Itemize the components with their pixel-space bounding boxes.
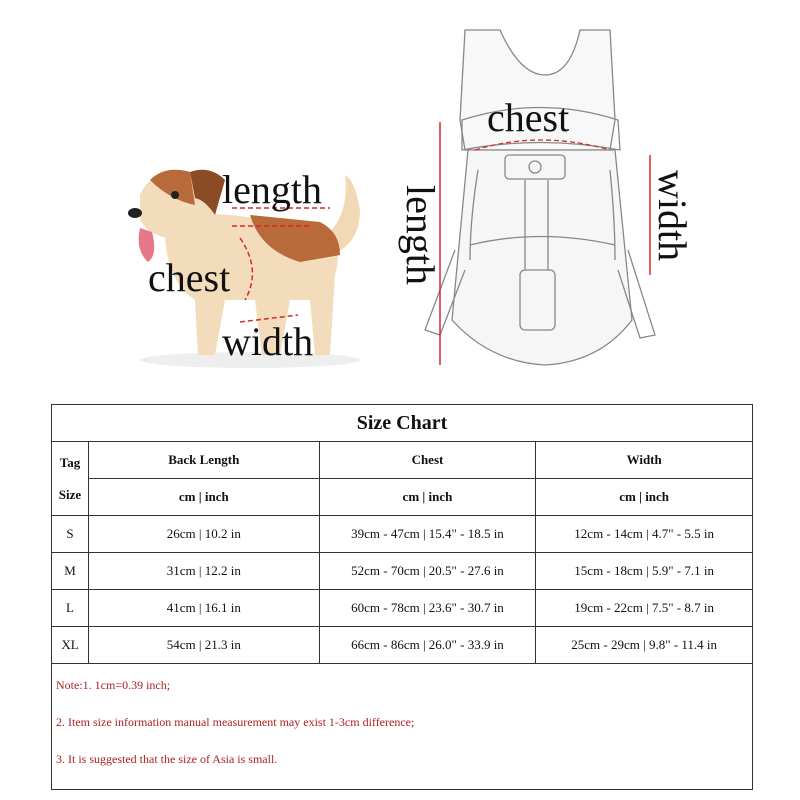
unit-label: cm | inch <box>535 478 753 516</box>
header-back-length: Back Length <box>87 441 320 479</box>
dog-chest-label: chest <box>148 255 231 300</box>
dog-length-label: length <box>222 167 322 212</box>
width-cell: 15cm - 18cm | 5.9" - 7.1 in <box>535 552 753 590</box>
note-3: 3. It is suggested that the size of Asia… <box>56 752 278 766</box>
carrier-illustration <box>424 29 656 366</box>
table-row: M 31cm | 12.2 in 52cm - 70cm | 20.5" - 2… <box>51 552 753 590</box>
note-2: 2. Item size information manual measurem… <box>56 715 415 729</box>
header-chest: Chest <box>318 441 537 479</box>
size-cell: L <box>51 589 89 627</box>
size-cell: S <box>51 515 89 553</box>
size-cell: M <box>51 552 89 590</box>
width-cell: 25cm - 29cm | 9.8" - 11.4 in <box>535 626 753 664</box>
dog-illustration <box>128 169 360 368</box>
notes: Note:1. 1cm=0.39 inch; 2. Item size info… <box>51 663 753 790</box>
width-cell: 19cm - 22cm | 7.5" - 8.7 in <box>535 589 753 627</box>
size-chart-title: Size Chart <box>51 404 753 442</box>
chest-cell: 66cm - 86cm | 26.0" - 33.9 in <box>318 626 537 664</box>
illustration <box>128 29 656 368</box>
chest-cell: 60cm - 78cm | 23.6" - 30.7 in <box>318 589 537 627</box>
chest-cell: 52cm - 70cm | 20.5" - 27.6 in <box>318 552 537 590</box>
chest-cell: 39cm - 47cm | 15.4" - 18.5 in <box>318 515 537 553</box>
size-chart-table: Size Chart Tag Size Back Length Chest Wid… <box>51 404 753 790</box>
unit-label: cm | inch <box>318 478 537 516</box>
tag-size-header: Tag Size <box>51 441 89 516</box>
table-row: XL 54cm | 21.3 in 66cm - 86cm | 26.0" - … <box>51 626 753 664</box>
carrier-chest-label: chest <box>487 95 570 140</box>
back-length-cell: 41cm | 16.1 in <box>87 589 320 627</box>
carrier-length-label: length <box>398 185 443 285</box>
back-length-cell: 31cm | 12.2 in <box>87 552 320 590</box>
dog-width-label: width <box>222 319 314 364</box>
header-width: Width <box>535 441 753 479</box>
unit-label: cm | inch <box>87 478 320 516</box>
back-length-cell: 26cm | 10.2 in <box>87 515 320 553</box>
table-row: L 41cm | 16.1 in 60cm - 78cm | 23.6" - 3… <box>51 589 753 627</box>
carrier-width-label: width <box>650 170 695 262</box>
note-1: Note:1. 1cm=0.39 inch; <box>56 678 171 692</box>
table-row: S 26cm | 10.2 in 39cm - 47cm | 15.4" - 1… <box>51 515 753 553</box>
size-cell: XL <box>51 626 89 664</box>
back-length-cell: 54cm | 21.3 in <box>87 626 320 664</box>
width-cell: 12cm - 14cm | 4.7" - 5.5 in <box>535 515 753 553</box>
